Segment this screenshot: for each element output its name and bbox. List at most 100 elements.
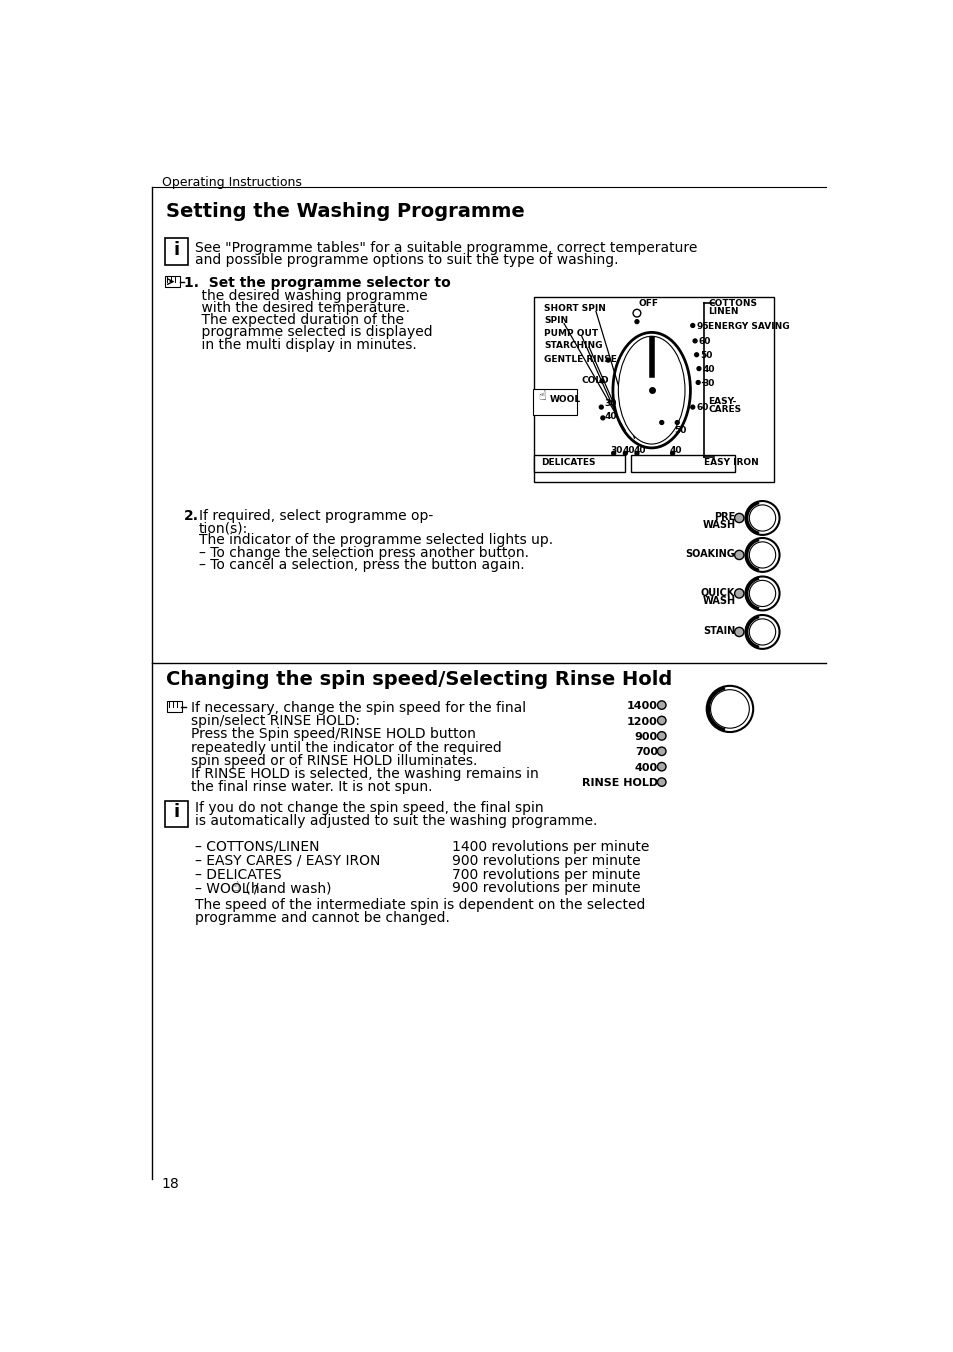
Circle shape	[693, 339, 697, 343]
Text: 40: 40	[702, 365, 715, 373]
Text: Setting the Washing Programme: Setting the Washing Programme	[166, 203, 524, 222]
Text: spin/select RINSE HOLD:: spin/select RINSE HOLD:	[191, 714, 359, 729]
Text: 60: 60	[699, 337, 711, 346]
FancyBboxPatch shape	[630, 454, 735, 472]
Text: SOAKING: SOAKING	[685, 549, 735, 558]
Text: 900 revolutions per minute: 900 revolutions per minute	[452, 853, 640, 868]
Circle shape	[633, 310, 640, 316]
Text: 18: 18	[162, 1178, 179, 1191]
Text: 900 revolutions per minute: 900 revolutions per minute	[452, 882, 640, 895]
Text: WOOL: WOOL	[550, 395, 580, 404]
Circle shape	[694, 353, 698, 357]
Text: Changing the spin speed/Selecting Rinse Hold: Changing the spin speed/Selecting Rinse …	[166, 671, 671, 690]
Circle shape	[748, 619, 775, 645]
Text: SPIN: SPIN	[543, 316, 567, 326]
Circle shape	[657, 763, 665, 771]
Text: Operating Instructions: Operating Instructions	[162, 176, 301, 189]
Text: 50: 50	[700, 352, 712, 360]
Text: i: i	[173, 241, 179, 258]
Text: 700: 700	[634, 748, 658, 757]
Circle shape	[744, 502, 779, 535]
Text: The expected duration of the: The expected duration of the	[184, 314, 404, 327]
Circle shape	[670, 452, 674, 456]
Circle shape	[600, 416, 604, 420]
Circle shape	[744, 576, 779, 610]
Circle shape	[734, 627, 743, 637]
FancyBboxPatch shape	[534, 297, 773, 481]
Circle shape	[657, 731, 665, 740]
Text: 30: 30	[701, 379, 714, 388]
Circle shape	[734, 589, 743, 598]
FancyBboxPatch shape	[165, 238, 188, 265]
Text: 50: 50	[674, 426, 686, 434]
FancyBboxPatch shape	[534, 454, 624, 472]
Text: If required, select programme op-: If required, select programme op-	[199, 508, 433, 523]
Text: RINSE HOLD: RINSE HOLD	[581, 779, 658, 788]
FancyBboxPatch shape	[533, 388, 577, 415]
Circle shape	[635, 452, 639, 456]
Ellipse shape	[612, 333, 690, 448]
Circle shape	[659, 420, 663, 425]
FancyBboxPatch shape	[165, 276, 180, 288]
Text: CARES: CARES	[707, 404, 740, 414]
Circle shape	[657, 748, 665, 756]
Circle shape	[706, 685, 753, 731]
Text: – WOOL /: – WOOL /	[195, 882, 258, 895]
Text: with the desired temperature.: with the desired temperature.	[184, 301, 410, 315]
Text: 95: 95	[696, 322, 708, 331]
Text: If necessary, change the spin speed for the final: If necessary, change the spin speed for …	[191, 702, 525, 715]
Text: WASH: WASH	[701, 521, 735, 530]
Text: – EASY CARES / EASY IRON: – EASY CARES / EASY IRON	[195, 853, 380, 868]
Circle shape	[734, 514, 743, 523]
Text: i: i	[173, 803, 179, 821]
Circle shape	[748, 542, 775, 568]
Text: COTTONS: COTTONS	[707, 299, 757, 308]
Text: COLD: COLD	[580, 376, 608, 385]
Text: The indicator of the programme selected lights up.: The indicator of the programme selected …	[199, 534, 553, 548]
Text: Press the Spin speed/RINSE HOLD button: Press the Spin speed/RINSE HOLD button	[191, 727, 475, 741]
Text: 1400: 1400	[626, 702, 658, 711]
Text: QUICK: QUICK	[700, 587, 735, 598]
Text: – DELICATES: – DELICATES	[195, 868, 281, 882]
Text: and possible programme options to suit the type of washing.: and possible programme options to suit t…	[195, 253, 618, 268]
Text: EASY-: EASY-	[707, 397, 736, 406]
Text: repeatedly until the indicator of the required: repeatedly until the indicator of the re…	[191, 741, 500, 754]
Text: 40: 40	[633, 446, 646, 454]
Circle shape	[622, 452, 627, 456]
Text: (hand wash): (hand wash)	[241, 882, 332, 895]
Text: the desired washing programme: the desired washing programme	[184, 288, 428, 303]
Text: 2.: 2.	[184, 508, 199, 523]
Circle shape	[697, 366, 700, 370]
Text: PUMP OUT: PUMP OUT	[543, 329, 598, 338]
Text: tion(s):: tion(s):	[199, 521, 248, 535]
Circle shape	[657, 777, 665, 787]
Text: programme selected is displayed: programme selected is displayed	[184, 326, 433, 339]
Text: 40: 40	[604, 412, 617, 420]
Text: See "Programme tables" for a suitable programme, correct temperature: See "Programme tables" for a suitable pr…	[195, 241, 697, 254]
Text: EASY IRON: EASY IRON	[703, 458, 759, 466]
Text: is automatically adjusted to suit the washing programme.: is automatically adjusted to suit the wa…	[195, 814, 597, 827]
Text: 30: 30	[610, 446, 622, 454]
Text: – To cancel a selection, press the button again.: – To cancel a selection, press the butto…	[199, 558, 524, 572]
Circle shape	[744, 538, 779, 572]
Circle shape	[598, 406, 602, 410]
Circle shape	[675, 420, 679, 425]
Circle shape	[657, 717, 665, 725]
Circle shape	[748, 504, 775, 531]
Text: OFF: OFF	[638, 299, 658, 308]
Text: 30: 30	[604, 399, 617, 408]
Text: SHORT SPIN: SHORT SPIN	[543, 304, 605, 312]
Circle shape	[657, 700, 665, 710]
Text: The speed of the intermediate spin is dependent on the selected: The speed of the intermediate spin is de…	[195, 898, 645, 913]
Text: GENTLE RINSE: GENTLE RINSE	[543, 354, 617, 364]
Text: 1.  Set the programme selector to: 1. Set the programme selector to	[184, 276, 451, 291]
Text: ☝: ☝	[537, 391, 545, 403]
Circle shape	[611, 452, 615, 456]
Text: – COTTONS/LINEN: – COTTONS/LINEN	[195, 840, 319, 854]
Text: 400: 400	[634, 763, 658, 773]
Circle shape	[710, 690, 748, 729]
Circle shape	[690, 323, 694, 327]
Text: 40: 40	[669, 446, 681, 454]
Text: STAIN: STAIN	[702, 626, 735, 635]
Text: LINEN: LINEN	[707, 307, 738, 316]
